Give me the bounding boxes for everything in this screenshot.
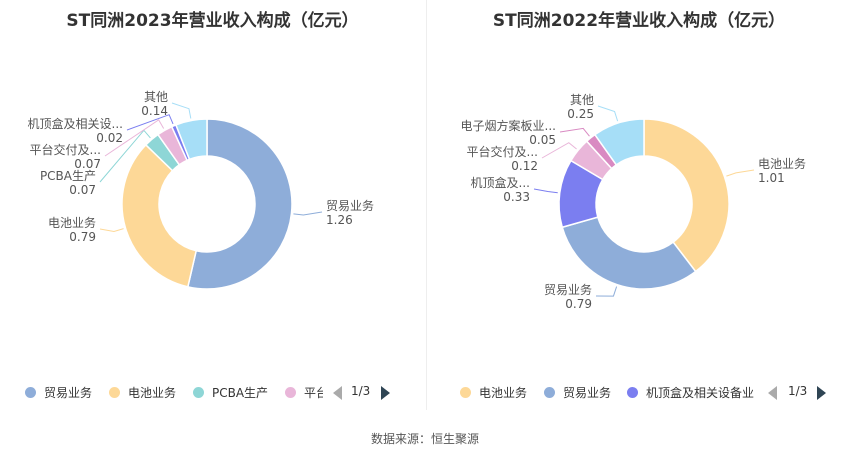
slice-2023-5-label: 其他 xyxy=(144,90,168,104)
legend-label: PCBA生产 xyxy=(212,386,269,400)
slice-2023-2-value-label: 0.07 xyxy=(69,183,96,197)
panel-divider xyxy=(426,0,427,410)
legend-page-indicator: 1/3 xyxy=(351,384,371,398)
legend-item-settopbox[interactable]: 机顶盒及相关设备业 xyxy=(627,384,754,401)
slice-2022-1-value-label: 0.79 xyxy=(565,297,592,311)
slice-2023-1-value-label: 0.79 xyxy=(69,230,96,244)
slice-2023-0-leader-line xyxy=(293,211,323,216)
legend-label: 机顶盒及相关设备业 xyxy=(646,386,755,400)
legend-item-trade[interactable]: 贸易业务 xyxy=(25,384,92,401)
slice-2022-1-label: 贸易业务 xyxy=(544,282,592,297)
legend-label: 贸易业务 xyxy=(563,386,612,400)
slice-2022-3-value-label: 0.12 xyxy=(511,159,538,173)
slice-2023-5-value-label: 0.14 xyxy=(141,104,168,118)
data-source-note: 数据来源：恒生聚源 xyxy=(370,432,479,446)
slice-2022-4-label: 电子烟方案板业... xyxy=(461,118,556,133)
slice-2023-4-leader-line xyxy=(126,114,174,131)
legend-dot xyxy=(460,387,471,398)
legend-next-arrow-icon[interactable] xyxy=(817,386,826,400)
legend-item-trade[interactable]: 贸易业务 xyxy=(544,384,611,401)
slice-2023-1-label: 电池业务 xyxy=(48,215,96,230)
slice-2022-4-leader-line xyxy=(559,127,590,137)
slice-2022-4-value-label: 0.05 xyxy=(529,133,556,147)
slice-2023-3-value-label: 0.07 xyxy=(74,157,101,171)
legend-item-pcba[interactable]: PCBA生产 xyxy=(193,384,268,401)
slice-2023-0-label: 贸易业务 xyxy=(326,198,374,213)
legend-item-battery[interactable]: 电池业务 xyxy=(109,384,176,401)
slice-2023-5-leader-line xyxy=(171,102,192,119)
slice-2022-2-value-label: 0.33 xyxy=(503,190,530,204)
legend-prev-arrow-icon[interactable] xyxy=(333,386,342,400)
legend-label: 平台 xyxy=(304,386,323,400)
legend-page-indicator: 1/3 xyxy=(788,384,808,398)
slice-2022-0-label: 电池业务 xyxy=(758,156,806,171)
legend-item-battery[interactable]: 电池业务 xyxy=(460,384,527,401)
legend-prev-arrow-icon[interactable] xyxy=(768,386,777,400)
slice-2022-1[interactable] xyxy=(561,216,697,290)
slice-2022-5-leader-line xyxy=(597,105,619,122)
slice-2022-3-leader-line xyxy=(541,142,577,159)
legend-label: 电池业务 xyxy=(479,386,528,400)
slice-2023-3-leader-line xyxy=(104,119,165,157)
chart-panel-2022: ST同洲2022年营业收入构成（亿元） 电池业务 1.01 贸易业务 0.79 机顶盒及… xyxy=(428,0,850,410)
legend-dot xyxy=(627,387,638,398)
legend-label: 电池业务 xyxy=(128,386,177,400)
slice-2022-3-label: 平台交付及... xyxy=(467,144,538,159)
legend-2023: 贸易业务 电池业务 PCBA生产 平台 1/3 xyxy=(0,380,425,406)
donut-chart-2023: 贸易业务1.26电池业务0.79PCBA生产0.07平台交付及...0.07机顶… xyxy=(28,90,374,290)
slice-2023-0-value-label: 1.26 xyxy=(326,213,353,227)
legend-label: 贸易业务 xyxy=(44,386,93,400)
slice-2023-0[interactable] xyxy=(186,118,293,290)
legend-next-arrow-icon[interactable] xyxy=(381,386,390,400)
slice-2022-5-value-label: 0.25 xyxy=(567,107,594,121)
slice-2022-0-value-label: 1.01 xyxy=(758,171,785,185)
legend-dot xyxy=(193,387,204,398)
slice-2023-2-label: PCBA生产 xyxy=(40,169,96,183)
slice-2023-4-value-label: 0.02 xyxy=(96,131,123,145)
slice-2022-5-label: 其他 xyxy=(570,93,594,107)
slice-2022-0[interactable] xyxy=(643,118,730,273)
slice-2023-4-label: 机顶盒及相关设... xyxy=(28,116,123,131)
slice-2023-1[interactable] xyxy=(121,143,198,288)
slice-2023-1-leader-line xyxy=(99,228,124,233)
legend-dot xyxy=(109,387,120,398)
chart-title-2022: ST同洲2022年营业收入构成（亿元） xyxy=(492,11,786,31)
slice-2022-5[interactable] xyxy=(593,118,645,166)
slice-2022-2-leader-line xyxy=(533,188,558,194)
slice-2023-5[interactable] xyxy=(174,118,208,161)
chart-title-2023: ST同洲2023年营业收入构成（亿元） xyxy=(66,11,359,31)
slice-2023-3-label: 平台交付及... xyxy=(30,142,101,157)
slice-2022-0-leader-line xyxy=(726,169,755,177)
slice-2022-2-label: 机顶盒及... xyxy=(471,175,530,190)
slice-2022-1-leader-line xyxy=(595,286,618,297)
legend-dot xyxy=(544,387,555,398)
legend-dot xyxy=(25,387,36,398)
legend-item-platform[interactable]: 平台 xyxy=(285,384,323,401)
legend-2022: 电池业务 贸易业务 机顶盒及相关设备业 1/3 xyxy=(428,380,850,406)
legend-dot xyxy=(285,387,296,398)
chart-panel-2023: ST同洲2023年营业收入构成（亿元） 贸易业务 1.26 电池业务 0.79 PCBA… xyxy=(0,0,425,410)
